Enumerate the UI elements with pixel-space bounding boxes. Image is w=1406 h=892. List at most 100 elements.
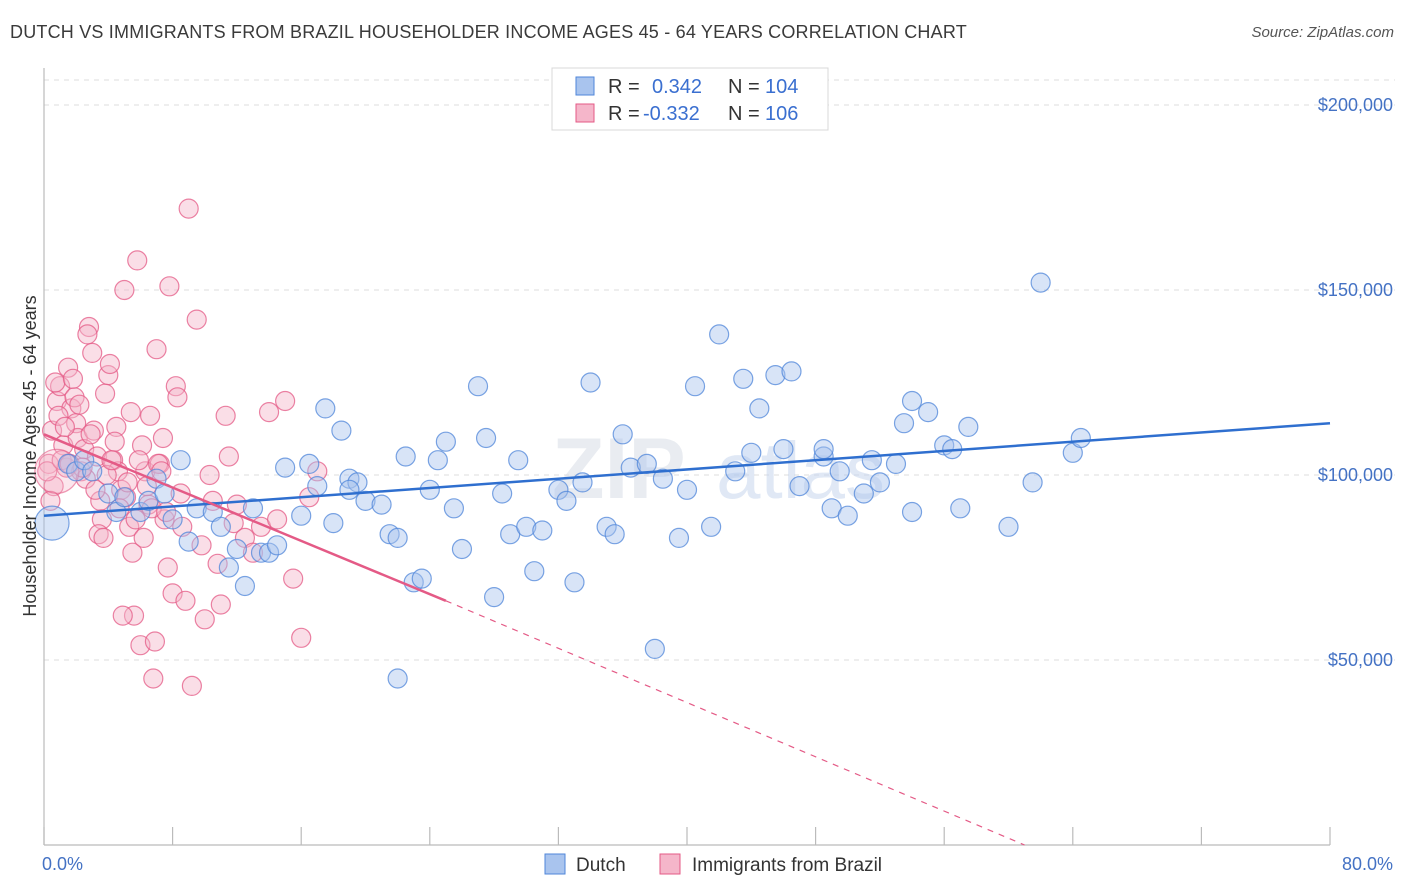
brazil-point <box>43 476 64 497</box>
brazil-point <box>191 535 212 556</box>
brazil-point <box>146 339 167 360</box>
x-tick-label-min: 0.0% <box>42 854 83 874</box>
trend-lines <box>43 421 1331 846</box>
brazil-point <box>77 324 98 345</box>
brazil-point <box>194 609 215 630</box>
brazil-point <box>69 394 90 415</box>
brazil-point <box>131 435 153 456</box>
brazil-point <box>218 446 239 467</box>
brazil-point <box>106 416 127 437</box>
dutch-point <box>709 324 730 345</box>
brazil-point <box>104 431 125 452</box>
dutch-point <box>532 520 553 541</box>
dutch-point <box>475 427 497 449</box>
dutch-point <box>918 402 939 423</box>
brazil-point <box>109 498 130 519</box>
dutch-point <box>636 453 657 474</box>
brazil-point <box>78 316 100 338</box>
brazil-point <box>127 250 148 271</box>
dutch-point <box>170 450 191 471</box>
brazil-point <box>266 509 288 530</box>
chart-title: DUTCH VS IMMIGRANTS FROM BRAZIL HOUSEHOL… <box>10 22 967 42</box>
dutch-point <box>315 398 336 419</box>
dutch-point <box>765 365 786 386</box>
dutch-point <box>837 505 858 526</box>
dutch-point <box>331 420 352 441</box>
brazil-point <box>37 461 58 482</box>
dutch-point <box>492 483 513 504</box>
brazil-point <box>199 464 220 486</box>
dutch-point <box>524 561 545 582</box>
brazil-point <box>58 357 79 378</box>
dutch-point <box>885 453 907 474</box>
legend-swatch-brazil <box>575 103 595 123</box>
dutch-point <box>66 461 87 482</box>
brazil-point <box>181 675 202 697</box>
brazil-point <box>139 405 161 426</box>
legend-r-label-dutch: R = <box>608 76 640 98</box>
legend-n-value-brazil: 106 <box>765 103 798 125</box>
dutch-point <box>34 505 70 541</box>
dutch-point <box>901 501 923 523</box>
dutch-point <box>210 516 231 537</box>
brazil-point <box>94 383 116 404</box>
correlation-legend: R = 0.342 N = 104 R = -0.332 N = 106 <box>551 67 829 131</box>
bottom-legend-swatch-dutch <box>544 853 566 875</box>
brazil-point <box>258 402 280 423</box>
y-tick-label: $100,000 <box>1318 465 1393 485</box>
dutch-point <box>749 398 770 419</box>
dutch-point <box>387 668 408 689</box>
x-tick-label-max: 80.0% <box>1342 854 1393 874</box>
dutch-point <box>998 516 1019 537</box>
bottom-legend-label-brazil: Immigrants from Brazil <box>692 855 882 876</box>
dutch-point <box>371 494 392 515</box>
brazil-point <box>133 527 154 549</box>
brazil-point <box>144 631 166 652</box>
brazil-point <box>112 605 133 626</box>
dutch-point <box>893 413 915 434</box>
dutch-point <box>950 498 971 519</box>
dutch-point <box>556 490 577 511</box>
dutch-point <box>668 527 690 549</box>
brazil-point <box>167 387 188 408</box>
brazil-point <box>152 427 174 449</box>
legend-n-label-brazil: N = <box>728 103 760 125</box>
series-immigrants-from-brazil <box>34 198 328 697</box>
dutch-point <box>395 446 416 467</box>
brazil-point <box>117 472 138 493</box>
dutch-point <box>676 479 698 500</box>
brazil-point <box>80 424 101 445</box>
brazil-point <box>207 553 228 574</box>
brazil-point <box>45 372 66 393</box>
dutch-point <box>162 509 183 530</box>
legend-r-value-dutch: 0.342 <box>652 76 702 98</box>
brazil-trend-extension <box>445 600 1025 846</box>
dutch-point <box>869 472 891 493</box>
dutch-point <box>596 516 617 537</box>
legend-r-value-brazil: -0.332 <box>643 103 700 125</box>
brazil-point <box>34 448 80 494</box>
dutch-point <box>789 476 810 497</box>
brazil-point <box>114 279 135 301</box>
brazil-trend-line <box>43 433 447 602</box>
dutch-point <box>684 376 706 397</box>
dutch-point <box>773 439 794 460</box>
x-axis-ticks <box>43 827 1331 845</box>
brazil-point <box>48 405 69 426</box>
dutch-point <box>604 524 625 545</box>
brazil-point <box>83 420 104 441</box>
dutch-point <box>958 416 979 437</box>
brazil-point <box>307 461 328 482</box>
dutch-point <box>901 390 923 412</box>
legend-n-value-dutch: 104 <box>765 76 798 98</box>
dutch-point <box>427 450 448 471</box>
brazil-point <box>215 405 236 426</box>
y-axis-label: Householder Income Ages 45 - 64 years <box>20 295 40 616</box>
dutch-point <box>829 461 850 482</box>
y-tick-label: $200,000 <box>1318 95 1393 115</box>
dutch-point <box>652 468 673 489</box>
brazil-point <box>62 368 84 389</box>
brazil-point <box>283 568 304 589</box>
dutch-point <box>484 586 505 608</box>
